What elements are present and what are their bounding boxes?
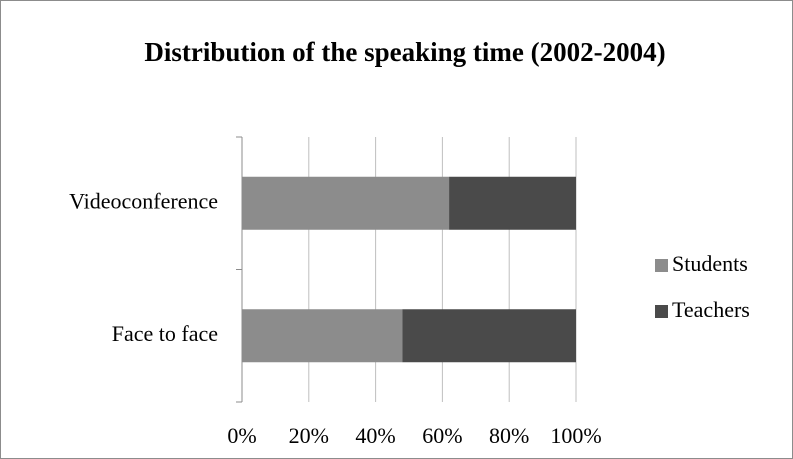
y-tick-label: Videoconference (69, 188, 218, 213)
bar-segment (402, 309, 576, 363)
bar-segment (242, 176, 450, 230)
y-tick-label: Face to face (112, 321, 218, 346)
x-tick-label: 40% (355, 423, 395, 448)
x-tick-label: 60% (422, 423, 462, 448)
chart-title: Distribution of the speaking time (2002-… (144, 37, 666, 67)
legend-swatch (655, 305, 668, 318)
bar-segment (242, 309, 403, 363)
legend-label: Students (672, 251, 748, 276)
x-tick-label: 0% (227, 423, 256, 448)
bar-segment (449, 176, 576, 230)
legend-label: Teachers (672, 297, 750, 322)
legend-swatch (655, 259, 668, 272)
x-tick-label: 80% (489, 423, 529, 448)
x-tick-label: 100% (550, 423, 601, 448)
x-tick-label: 20% (289, 423, 329, 448)
